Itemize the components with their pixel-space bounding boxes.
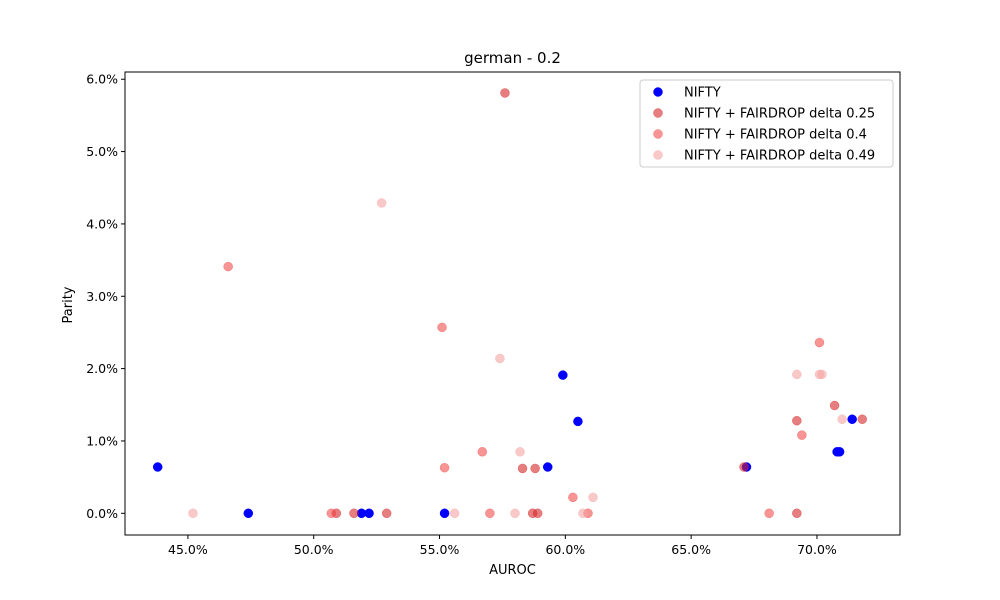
legend-marker-0 — [653, 87, 663, 97]
data-point-s3-5 — [515, 447, 525, 457]
series-0 — [152, 370, 857, 519]
x-tick-label: 60.0% — [545, 542, 585, 557]
data-point-s3-3 — [495, 353, 505, 364]
y-axis: 0.0% 1.0% 2.0% 3.0% 4.0% 5.0% 6.0% — [86, 72, 125, 521]
chart-title: german - 0.2 — [464, 49, 561, 67]
data-point-s1-11 — [829, 400, 840, 411]
data-point-s2-6 — [568, 492, 578, 503]
x-tick-label: 70.0% — [797, 542, 837, 557]
plot-area — [124, 71, 901, 536]
data-point-s2-5 — [485, 508, 495, 519]
x-axis-title: AUROC — [489, 563, 536, 578]
data-point-s1-8 — [739, 462, 749, 472]
data-point-s3-11 — [837, 414, 847, 424]
data-point-s2-10 — [814, 337, 825, 348]
data-point-s3-10 — [817, 369, 827, 380]
data-point-s0-7 — [573, 416, 583, 427]
x-axis: 45.0% 50.0% 55.0% 60.0% 65.0% 70.0% — [168, 535, 837, 557]
y-tick-label: 3.0% — [86, 289, 118, 304]
data-point-s2-1 — [326, 508, 337, 519]
x-tick-label: 45.0% — [168, 542, 208, 557]
x-tick-label: 50.0% — [294, 542, 334, 557]
legend: NIFTY NIFTY + FAIRDROP delta 0.25 NIFTY + … — [639, 79, 894, 168]
data-point-s1-10 — [792, 508, 802, 519]
y-tick-label: 1.0% — [86, 433, 118, 448]
data-point-s0-10 — [834, 447, 845, 457]
legend-label-3: NIFTY + FAIRDROP delta 0.49 — [684, 149, 875, 164]
data-point-s1-3 — [500, 88, 510, 98]
x-tick-label: 65.0% — [671, 542, 711, 557]
legend-label-0: NIFTY — [684, 86, 721, 101]
data-point-s2-3 — [439, 462, 450, 473]
data-point-s2-2 — [437, 322, 447, 333]
y-tick-label: 5.0% — [86, 144, 118, 159]
y-tick-label: 4.0% — [86, 216, 118, 231]
legend-label-2: NIFTY + FAIRDROP delta 0.4 — [684, 128, 867, 143]
data-point-s0-1 — [243, 508, 254, 519]
data-point-s1-9 — [792, 415, 802, 426]
plot-frame — [124, 71, 901, 536]
data-point-s3-2 — [449, 508, 460, 519]
legend-marker-3 — [653, 150, 663, 160]
data-point-s2-0 — [223, 261, 233, 272]
data-point-s3-4 — [510, 508, 520, 519]
legend-label-1: NIFTY + FAIRDROP delta 0.25 — [684, 107, 875, 122]
series-1 — [331, 88, 868, 519]
data-point-s1-12 — [857, 414, 868, 424]
y-axis-title: Parity — [61, 286, 76, 323]
data-point-s2-9 — [797, 430, 807, 440]
data-point-s1-2 — [381, 508, 392, 519]
series-2 — [223, 261, 825, 519]
data-point-s0-0 — [152, 462, 163, 472]
y-tick-label: 2.0% — [86, 361, 118, 376]
data-point-s3-6 — [578, 508, 588, 519]
data-point-s1-7 — [532, 508, 543, 519]
data-point-s3-8 — [792, 369, 802, 380]
data-point-s3-1 — [376, 198, 387, 208]
legend-marker-2 — [653, 129, 663, 139]
legend-marker-1 — [653, 108, 663, 118]
data-point-s1-4 — [517, 463, 528, 474]
data-point-s0-4 — [439, 508, 450, 519]
x-tick-label: 55.0% — [420, 542, 460, 557]
data-point-s0-6 — [558, 370, 568, 380]
data-point-s1-1 — [349, 508, 359, 519]
y-tick-label: 6.0% — [86, 72, 118, 87]
series-3 — [188, 198, 847, 519]
legend-box — [639, 79, 894, 168]
data-point-s0-11 — [847, 414, 857, 424]
data-point-s2-8 — [764, 508, 774, 519]
data-point-s2-4 — [477, 447, 488, 457]
data-point-s0-5 — [542, 462, 553, 472]
data-point-s3-7 — [588, 492, 598, 503]
data-point-s0-3 — [364, 508, 374, 519]
data-point-s1-6 — [530, 463, 540, 474]
data-point-s3-0 — [188, 508, 198, 519]
y-tick-label: 0.0% — [86, 506, 118, 521]
